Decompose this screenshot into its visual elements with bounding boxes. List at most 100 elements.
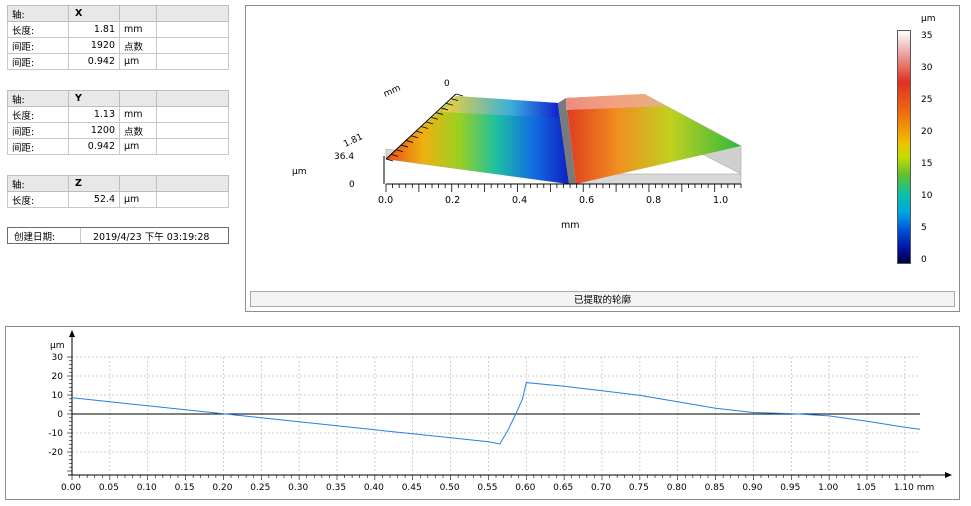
row-value: 1200: [68, 122, 120, 139]
profile-y-tick-label: -10: [48, 429, 63, 439]
row-label: 长度:: [7, 21, 69, 38]
axis-label: 轴:: [7, 175, 69, 192]
creation-date-box: 创建日期: 2019/4/23 下午 03:19:28: [7, 227, 229, 244]
profile-y-tick-label: -20: [48, 448, 63, 458]
z-axis-unit: μm: [292, 167, 307, 177]
y-axis-tick-marks: [385, 93, 464, 162]
profile-chart: 0.00 0.05 0.10 0.15 0.20 0.25 0.30 0.35 0.40 0.45…: [48, 330, 952, 493]
row-unit: 点数: [119, 122, 157, 139]
x-axis-tick-label: 1.0: [713, 195, 728, 206]
colorbar-tick-label: 30: [921, 63, 933, 73]
colorbar-tick-label: 5: [921, 223, 927, 233]
row-label: 间距:: [7, 138, 69, 155]
profile-y-tick-label: 10: [52, 391, 64, 401]
colorbar-tick-label: 35: [921, 31, 933, 41]
profile-x-tick-label: 0.40: [364, 483, 384, 493]
y-axis-info-table: 轴: Y 长度: 1.13 mm 间距: 1200 点数 间距: 0.942 μ…: [7, 90, 229, 155]
row-label: 长度:: [7, 191, 69, 208]
surface-3d-view[interactable]: mm 0 1.81 μm 36.4 0 0.0 0.2 0.4 0.6 0.8 1.0 m…: [246, 6, 961, 313]
profile-x-tick-label: 0.90: [742, 483, 762, 493]
surface-step-face: [558, 98, 576, 184]
profile-series-line: [71, 382, 921, 445]
row-unit: mm: [119, 106, 157, 123]
row-label: 间距:: [7, 122, 69, 139]
colorbar-tick-label: 20: [921, 127, 933, 137]
profile-x-tick-label: 0.95: [780, 483, 800, 493]
y-spacing-points-row: 间距: 1200 点数: [7, 122, 229, 139]
surface-left-back-strip: [442, 96, 558, 118]
z-axis-info-table: 轴: Z 长度: 52.4 μm: [7, 175, 229, 208]
x-axis-unit: mm: [561, 220, 580, 231]
profile-x-tick-label: 0.25: [250, 483, 270, 493]
axis-name: X: [68, 5, 120, 22]
axis-name: Z: [68, 175, 120, 192]
height-colorbar: [897, 30, 911, 264]
creation-date-value: 2019/4/23 下午 03:19:28: [93, 231, 210, 243]
profile-x-tick-label: 0.75: [629, 483, 649, 493]
row-value: 52.4: [68, 191, 120, 208]
x-axis-tick-label: 0.6: [579, 195, 594, 206]
y-axis-tick-mark: [440, 107, 449, 111]
surface-3d-panel[interactable]: mm 0 1.81 μm 36.4 0 0.0 0.2 0.4 0.6 0.8 1.0 m…: [245, 5, 960, 312]
row-unit: μm: [119, 191, 157, 208]
profile-x-tick-label: 0.10: [137, 483, 157, 493]
profile-chart-panel: 0.00 0.05 0.10 0.15 0.20 0.25 0.30 0.35 0.40 0.45…: [5, 326, 960, 500]
extracted-profile-button[interactable]: 已提取的轮廓: [250, 291, 955, 307]
profile-x-tick-label: 0.50: [440, 483, 460, 493]
row-value: 1.81: [68, 21, 120, 38]
x-axis-info-table: 轴: X 长度: 1.81 mm 间距: 1920 点数 间距: 0.942 μ…: [7, 5, 229, 70]
x-axis-tick-label: 0.8: [646, 195, 661, 206]
y-axis-tick-mark: [390, 153, 399, 157]
colorbar-unit: μm: [921, 14, 936, 24]
profile-x-tick-label: 1.00: [818, 483, 838, 493]
profile-x-tick-label: 0.15: [175, 483, 195, 493]
profile-x-tick-label: 0.65: [553, 483, 573, 493]
y-axis-tick-mark: [415, 130, 424, 134]
profile-x-tick-label: 0.55: [477, 483, 497, 493]
colorbar-tick-label: 25: [921, 95, 933, 105]
profile-x-tick-label: 0.70: [591, 483, 611, 493]
x-axis-header-row: 轴: X: [7, 5, 229, 22]
row-label: 长度:: [7, 106, 69, 123]
y-spacing-um-row: 间距: 0.942 μm: [7, 138, 229, 155]
x-axis-tick-label: 0.0: [378, 195, 393, 206]
x-spacing-um-row: 间距: 0.942 μm: [7, 53, 229, 70]
y-axis-unit: mm: [382, 83, 402, 99]
profile-y-tick-label: 30: [52, 353, 64, 363]
y-axis-tick-0: 0: [444, 79, 450, 89]
profile-x-tick-label: 0.00: [61, 483, 81, 493]
axis-name: Y: [68, 90, 120, 107]
z-length-row: 长度: 52.4 μm: [7, 191, 229, 208]
row-unit: μm: [119, 53, 157, 70]
row-unit: 点数: [119, 37, 157, 54]
y-axis-header-row: 轴: Y: [7, 90, 229, 107]
profile-x-tick-label: 1.05: [856, 483, 876, 493]
row-value: 1.13: [68, 106, 120, 123]
axis-label: 轴:: [7, 90, 69, 107]
colorbar-tick-label: 0: [921, 255, 927, 265]
y-axis-tick-mark: [395, 149, 404, 153]
row-value: 0.942: [68, 138, 120, 155]
row-label: 间距:: [7, 37, 69, 54]
profile-x-tick-label: 0.05: [99, 483, 119, 493]
y-axis-tick-1: 1.81: [342, 132, 364, 150]
profile-x-tick-label: 0.30: [288, 483, 308, 493]
x-axis-tick-labels: 0.0 0.2 0.4 0.6 0.8 1.0: [378, 195, 728, 206]
y-axis-tick-mark: [450, 98, 459, 102]
axis-label: 轴:: [7, 5, 69, 22]
profile-x-tick-label: 1.10 mm: [894, 483, 934, 493]
z-axis-header-row: 轴: Z: [7, 175, 229, 192]
y-axis-tick-mark: [410, 135, 419, 139]
x-axis-tick-label: 0.4: [512, 195, 527, 206]
colorbar-tick-label: 10: [921, 191, 933, 201]
y-axis-tick-mark: [385, 158, 394, 162]
profile-axes: [67, 330, 952, 480]
y-axis-tick-mark: [430, 116, 439, 120]
profile-x-tick-label: 0.45: [402, 483, 422, 493]
y-axis-tick-mark: [455, 93, 464, 97]
row-label: 间距:: [7, 53, 69, 70]
profile-tick-labels: 0.00 0.05 0.10 0.15 0.20 0.25 0.30 0.35 0.40 0.45…: [48, 341, 934, 493]
profile-y-tick-label: 20: [52, 372, 64, 382]
profile-x-tick-label: 0.60: [515, 483, 535, 493]
profile-y-tick-label: 0: [57, 410, 63, 420]
